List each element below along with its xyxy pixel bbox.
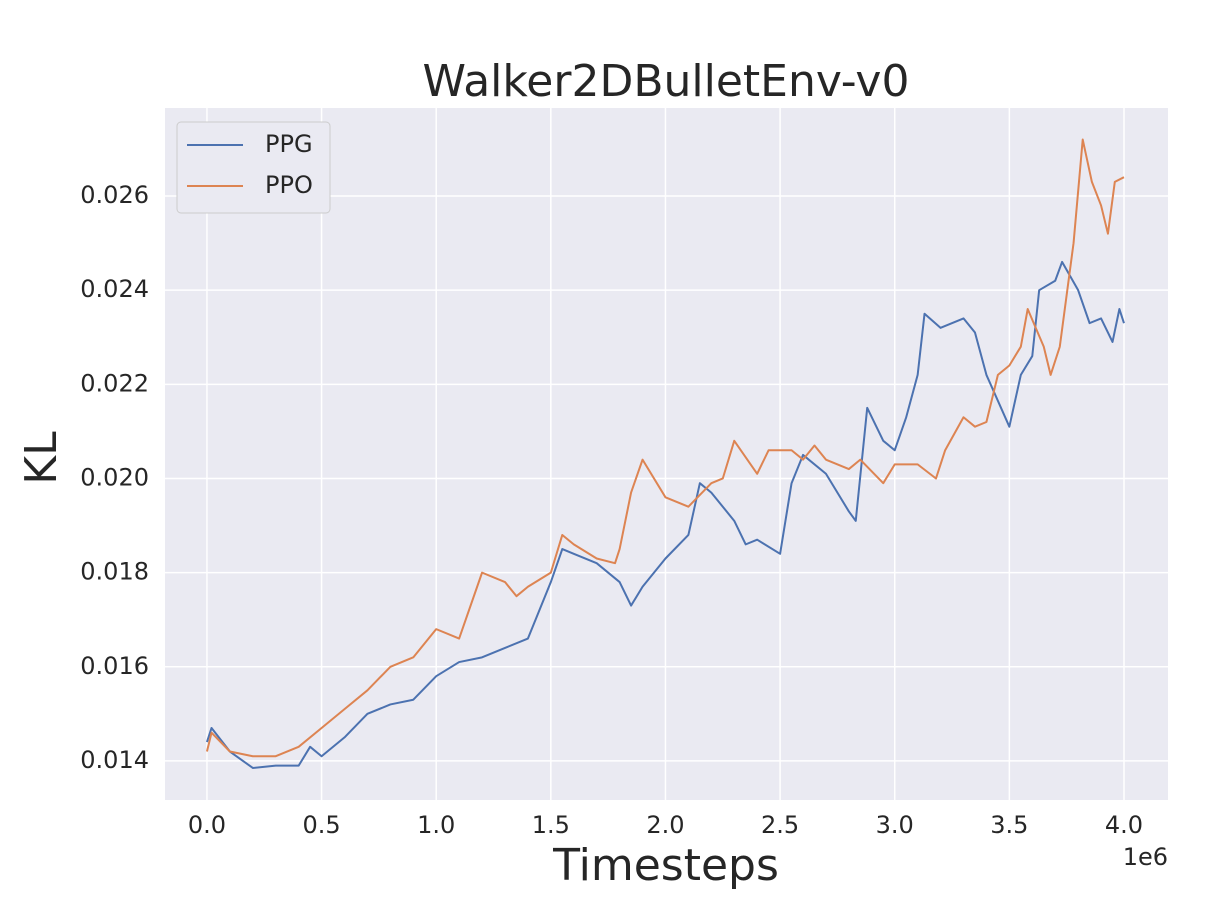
series-line	[205, 260, 1125, 769]
series-line	[205, 138, 1125, 758]
plot-area	[165, 108, 1168, 800]
chart-title: Walker2DBulletEnv-v0	[423, 56, 910, 107]
x-tick-label: 2.5	[761, 811, 799, 839]
y-tick-label: 0.022	[80, 369, 149, 397]
x-tick-label: 1.0	[417, 811, 455, 839]
y-tick-label: 0.020	[80, 463, 149, 491]
x-tick-label: 0.0	[188, 811, 226, 839]
y-tick-label: 0.018	[80, 558, 149, 586]
y-tick-label: 0.026	[80, 181, 149, 209]
x-offset-label: 1e6	[1123, 843, 1168, 871]
x-tick-label: 2.0	[646, 811, 684, 839]
y-tick-label: 0.024	[80, 275, 149, 303]
y-tick-label: 0.016	[80, 652, 149, 680]
x-tick-label: 0.5	[302, 811, 340, 839]
y-tick-label: 0.014	[80, 746, 149, 774]
x-axis-label: Timesteps	[552, 840, 779, 891]
x-tick-label: 4.0	[1105, 811, 1143, 839]
x-tick-label: 1.5	[532, 811, 570, 839]
legend-label: PPG	[265, 130, 313, 158]
x-tick-label: 3.0	[876, 811, 914, 839]
legend: PPG PPO	[176, 121, 331, 214]
x-tick-label: 3.5	[990, 811, 1028, 839]
y-axis-label: KL	[16, 431, 67, 485]
legend-label: PPO	[265, 171, 313, 199]
